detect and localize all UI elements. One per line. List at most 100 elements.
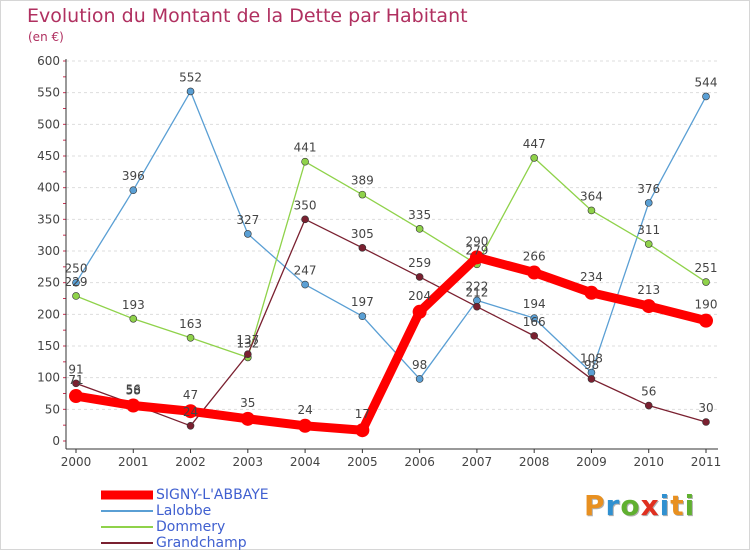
data-label-signy-l-abbaye: 290 — [465, 234, 488, 248]
data-label-grandchamp: 350 — [294, 198, 317, 212]
data-label-grandchamp: 305 — [351, 227, 374, 241]
point-signy-l-abbaye — [298, 418, 313, 433]
legend-item-lalobbe: Lalobbe — [101, 503, 361, 519]
legend: SIGNY-L'ABBAYE Lalobbe Dommery Grandcham… — [101, 487, 361, 551]
x-tick-label: 2009 — [576, 455, 607, 469]
data-label-lalobbe: 197 — [351, 295, 374, 309]
point-dommery — [644, 240, 653, 248]
point-grandchamp — [702, 418, 710, 426]
point-signy-l-abbaye — [412, 304, 427, 319]
point-grandchamp — [473, 302, 481, 311]
point-grandchamp — [415, 273, 424, 281]
grid-lines — [66, 60, 718, 410]
y-tick-label: 250 — [37, 276, 60, 290]
y-tick-label: 0 — [52, 434, 60, 448]
data-label-lalobbe: 544 — [695, 75, 718, 89]
data-label-grandchamp: 98 — [584, 358, 599, 372]
point-grandchamp — [301, 215, 309, 224]
point-lalobbe — [301, 280, 309, 289]
x-tick-label: 2010 — [633, 455, 664, 469]
data-label-lalobbe: 376 — [637, 182, 660, 196]
point-grandchamp — [587, 375, 596, 383]
x-tick-label: 2005 — [347, 455, 378, 469]
data-label-grandchamp: 212 — [465, 286, 488, 300]
logo-letter: x — [640, 489, 660, 522]
point-signy-l-abbaye — [355, 423, 370, 438]
data-label-signy-l-abbaye: 24 — [297, 403, 312, 417]
axes: 0 50 100 150 200 250 300 350 400 450 500 550 600 2000… — [37, 54, 721, 469]
point-dommery — [301, 157, 309, 166]
data-label-signy-l-abbaye: 17 — [355, 407, 370, 421]
data-label-signy-l-abbaye: 71 — [68, 373, 83, 387]
series-lines — [69, 87, 713, 438]
y-tick-label: 100 — [37, 371, 60, 385]
point-grandchamp — [186, 421, 195, 430]
legend-swatch-dommery — [101, 526, 153, 528]
point-signy-l-abbaye — [69, 389, 83, 404]
point-dommery — [530, 154, 538, 162]
point-dommery — [129, 314, 138, 323]
logo-letter: i — [684, 489, 696, 522]
x-tick-label: 2008 — [519, 455, 550, 469]
data-label-grandchamp: 91 — [68, 362, 83, 376]
series-line-lalobbe — [75, 90, 707, 380]
logo-letter: r — [605, 489, 621, 522]
point-lalobbe — [72, 278, 80, 287]
point-lalobbe — [186, 87, 195, 96]
point-lalobbe — [644, 199, 653, 207]
logo-letter: P — [584, 489, 606, 522]
point-signy-l-abbaye — [240, 411, 255, 426]
point-lalobbe — [244, 230, 252, 238]
point-grandchamp — [644, 401, 653, 410]
logo-letter: i — [659, 489, 671, 522]
legend-swatch-lalobbe — [101, 510, 153, 512]
point-lalobbe — [358, 312, 367, 321]
data-label-signy-l-abbaye: 234 — [580, 270, 603, 284]
logo-letter: o — [620, 489, 641, 522]
data-label-signy-l-abbaye: 190 — [695, 298, 718, 312]
point-lalobbe — [129, 186, 138, 194]
data-label-grandchamp: 30 — [698, 401, 713, 415]
point-dommery — [358, 190, 367, 199]
y-tick-label: 450 — [37, 149, 60, 163]
series-line-dommery — [75, 157, 707, 359]
y-tick-label: 50 — [45, 402, 60, 416]
legend-label-dommery: Dommery — [156, 519, 226, 535]
data-label-signy-l-abbaye: 56 — [126, 383, 141, 397]
point-dommery — [702, 278, 710, 286]
data-label-grandchamp: 58 — [126, 383, 141, 397]
point-signy-l-abbaye — [183, 404, 198, 419]
logo-letter: t — [670, 489, 685, 522]
data-label-dommery: 132 — [236, 336, 259, 350]
data-label-lalobbe: 396 — [122, 169, 145, 183]
point-grandchamp — [72, 379, 80, 388]
point-grandchamp — [358, 244, 367, 252]
series-line-signy-l-abbaye — [71, 252, 711, 435]
data-label-signy-l-abbaye: 47 — [183, 388, 198, 402]
data-label-grandchamp: 24 — [183, 405, 198, 419]
data-label-dommery: 389 — [351, 174, 374, 188]
legend-label-lalobbe: Lalobbe — [156, 503, 212, 519]
point-lalobbe — [415, 375, 424, 383]
point-signy-l-abbaye — [126, 398, 141, 413]
data-label-grandchamp: 56 — [641, 385, 656, 399]
data-label-signy-l-abbaye: 266 — [523, 250, 546, 264]
data-label-lalobbe: 552 — [179, 70, 202, 84]
point-signy-l-abbaye — [641, 299, 656, 314]
legend-label-grandchamp: Grandchamp — [156, 535, 247, 551]
data-label-signy-l-abbaye: 204 — [408, 289, 431, 303]
legend-swatch-grandchamp — [101, 542, 153, 544]
point-signy-l-abbaye — [469, 250, 484, 265]
point-signy-l-abbaye — [527, 265, 542, 280]
data-label-dommery: 229 — [65, 275, 88, 289]
x-tick-label: 2000 — [61, 455, 92, 469]
data-label-signy-l-abbaye: 213 — [637, 283, 660, 297]
x-tick-label: 2006 — [404, 455, 435, 469]
data-label-lalobbe: 247 — [294, 264, 317, 278]
series-line-grandchamp — [75, 218, 707, 427]
data-label-lalobbe: 250 — [65, 262, 88, 276]
data-label-signy-l-abbaye: 35 — [240, 396, 255, 410]
y-tick-label: 200 — [37, 307, 60, 321]
x-tick-label: 2004 — [290, 455, 321, 469]
